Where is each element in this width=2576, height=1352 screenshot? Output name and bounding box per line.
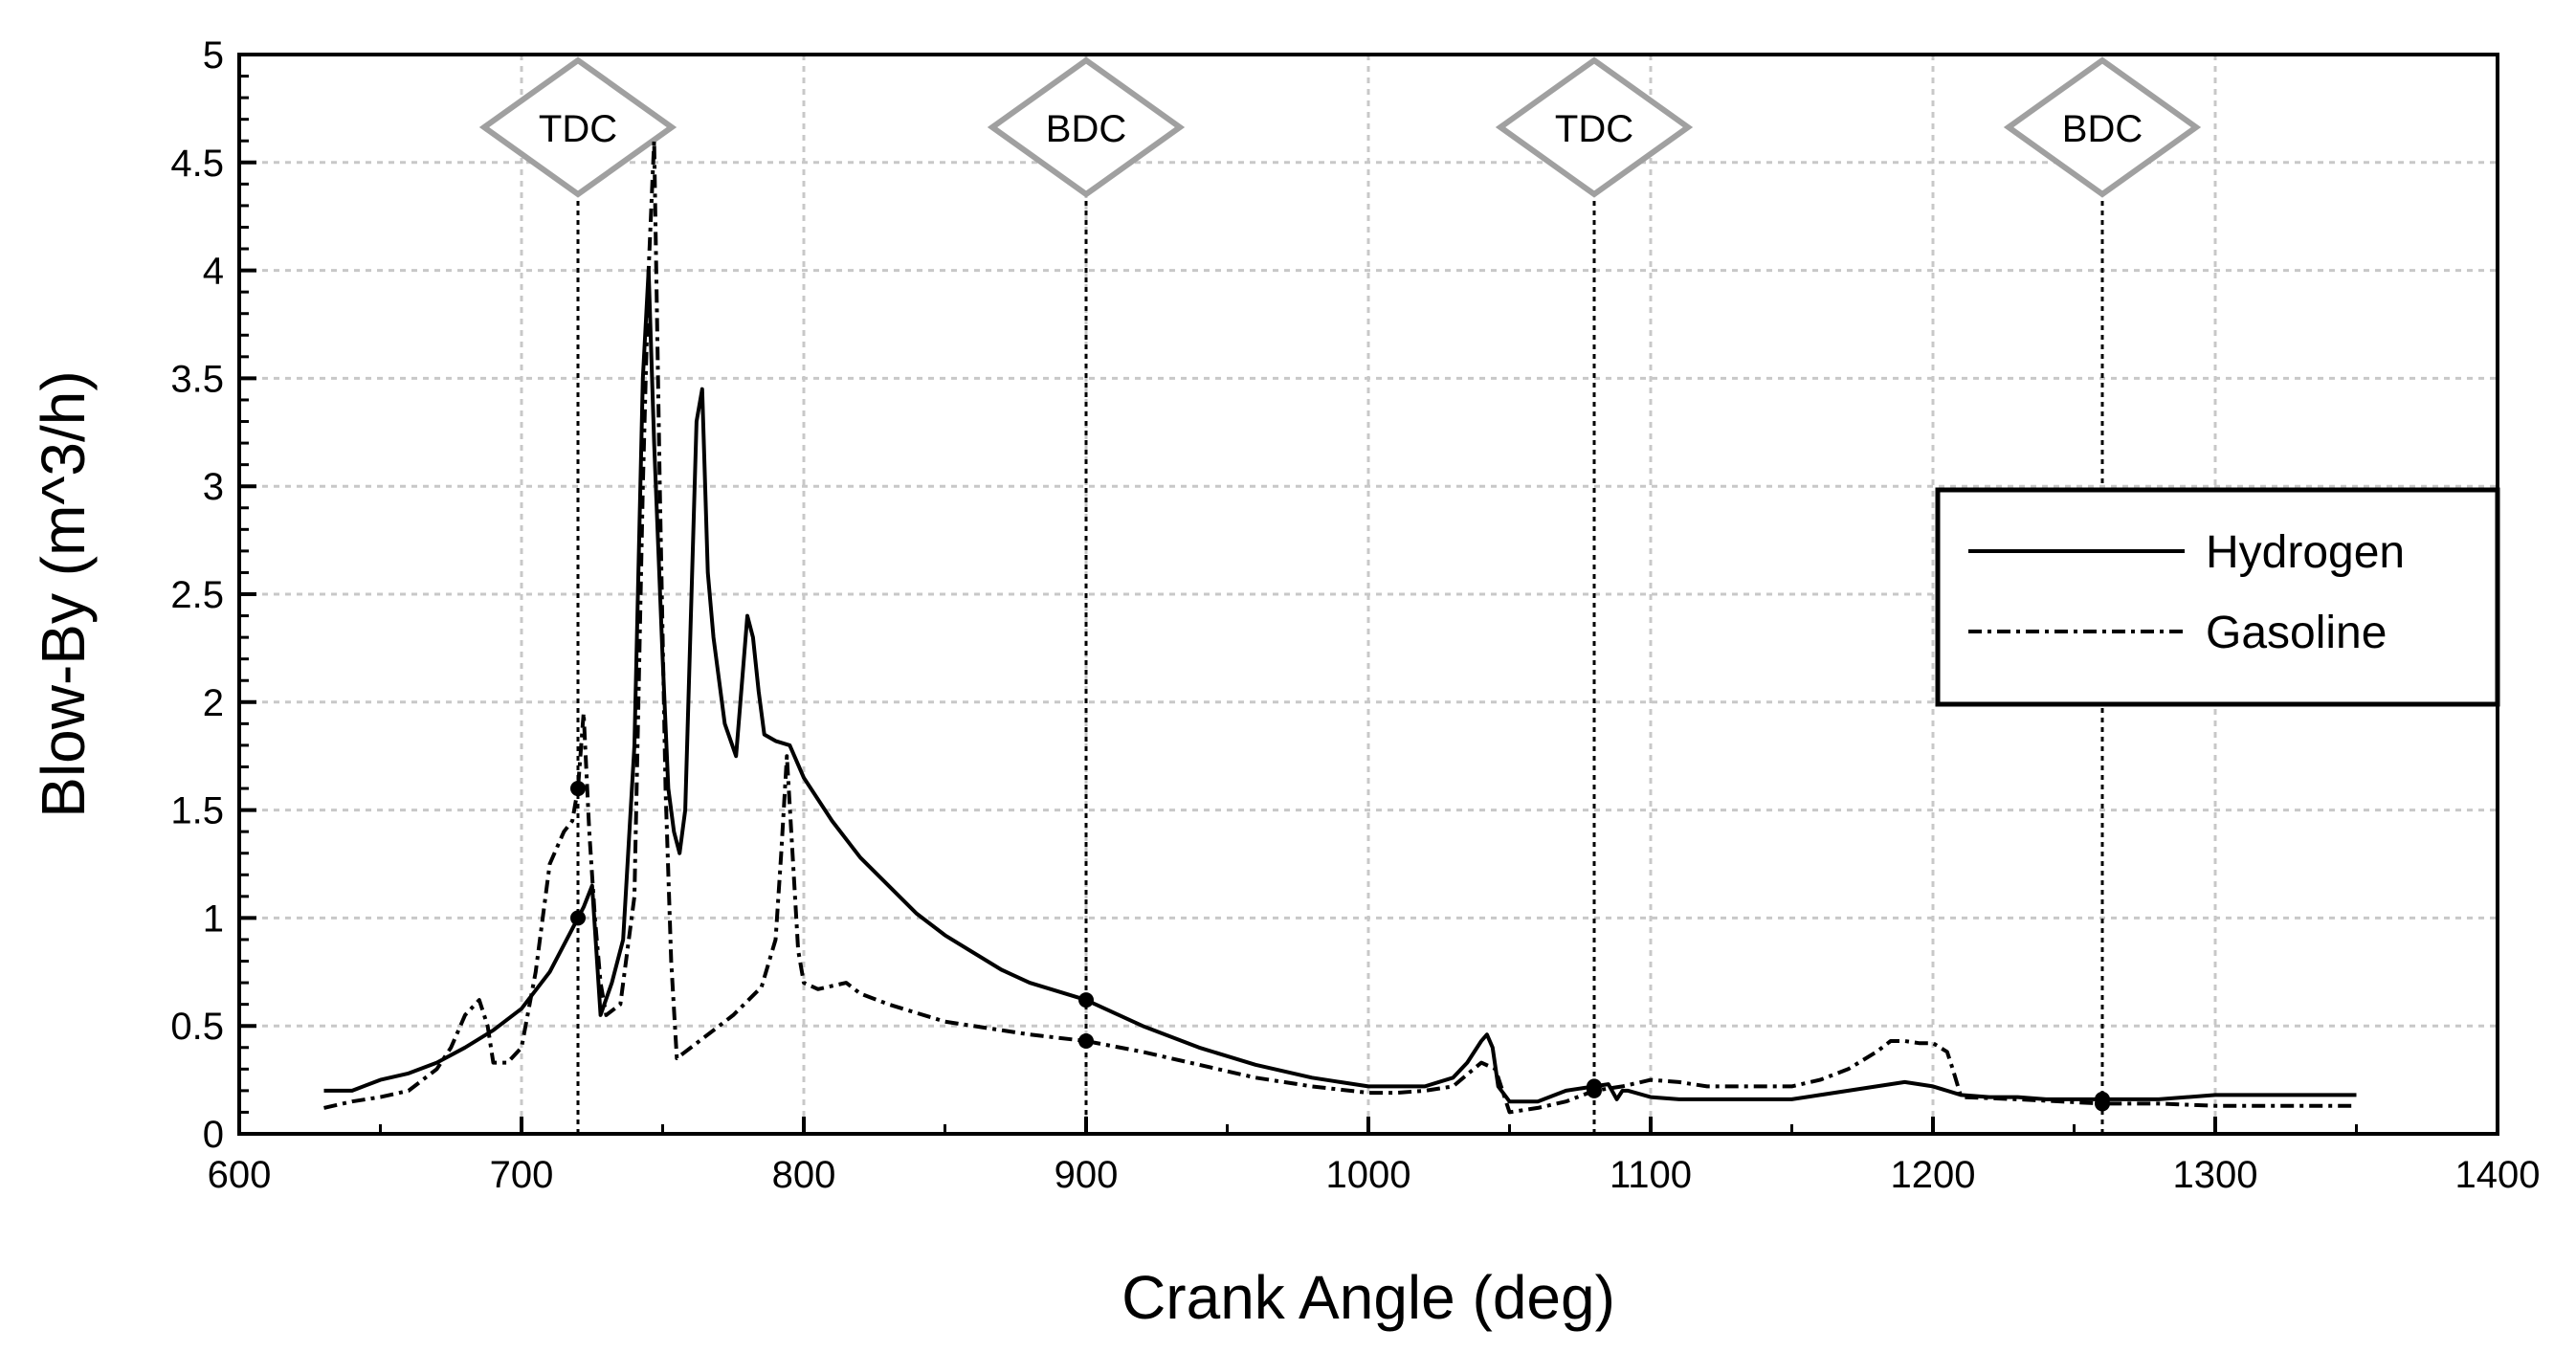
y-tick-label: 4 [203,251,224,293]
y-tick-label: 4.5 [170,143,224,185]
marker-intersection-dot [570,781,586,797]
legend-label: Gasoline [2206,608,2387,658]
legend: Hydrogen Gasoline [1935,487,2500,707]
marker-diamond [987,56,1186,198]
marker-diamond [478,56,677,198]
marker-label: TDC [1555,108,1633,150]
y-axis-title: Blow-By (m^3/h) [29,370,98,817]
y-tick-label: 1 [203,898,224,940]
marker-intersection-dot [1078,992,1094,1008]
y-tick-label: 1.5 [170,790,224,832]
marker-intersection-dot [570,910,586,926]
marker-label: BDC [1046,108,1126,150]
x-tick-label: 800 [772,1154,836,1196]
event-markers: TDC BDC TDC BDC [478,56,2202,1134]
legend-box [1935,487,2500,707]
y-tick-label: 2.5 [170,574,224,616]
y-tick-label: 0.5 [170,1006,224,1048]
series-lines [323,139,2357,1115]
y-tick-label: 2 [203,682,224,724]
y-tick-label: 0 [203,1114,224,1156]
marker-intersection-dot [1587,1082,1602,1098]
marker-intersection-dot [2095,1096,2110,1112]
x-tick-label: 1300 [2173,1154,2258,1196]
y-tick-label: 5 [203,34,224,77]
legend-label: Hydrogen [2206,527,2405,578]
series-hydrogen [323,268,2357,1104]
x-tick-label: 1100 [1610,1154,1692,1196]
x-tick-label: 1400 [2455,1154,2541,1196]
y-tick-label: 3.5 [170,358,224,400]
marker-intersection-dot [1078,1032,1094,1049]
marker-label: BDC [2062,108,2143,150]
x-tick-label: 700 [490,1154,554,1196]
x-tick-label: 900 [1055,1154,1119,1196]
x-tick-label: 600 [208,1154,272,1196]
marker-diamond [2003,56,2202,198]
x-axis-title: Crank Angle (deg) [1121,1263,1615,1332]
series-gasoline [323,139,2357,1115]
x-tick-label: 1000 [1326,1154,1411,1196]
x-tick-label: 1200 [1891,1154,1976,1196]
axis-ticks: 600 700 800 900 1000 1100 1200 1300 1400 0 0.5 1 1.5… [170,34,2540,1196]
y-tick-label: 3 [203,466,224,508]
marker-diamond [1495,56,1694,198]
marker-label: TDC [539,108,617,150]
